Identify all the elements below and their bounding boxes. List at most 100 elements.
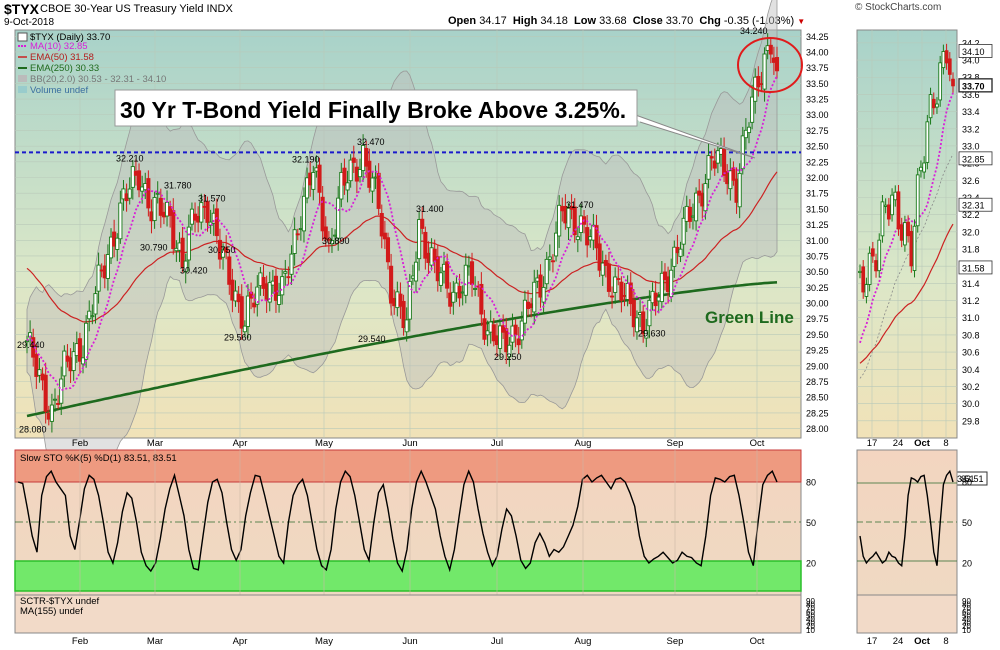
y-tick-label: 34.25: [806, 32, 829, 42]
zoom-sto-bg: [856, 449, 958, 596]
candle-body: [553, 232, 559, 257]
candle-body: [746, 126, 752, 134]
zoom-candle-body: [922, 162, 926, 173]
candle-body: [34, 353, 39, 377]
candle-body: [417, 219, 422, 260]
zoom-y-tick: 34.2: [962, 38, 980, 48]
price-callout-labels: 29.440 28.080 32.210 30.790 31.780 30.420 31.5…: [17, 26, 768, 435]
candle-body: [469, 261, 475, 285]
x-tick-label: Aug: [575, 636, 592, 647]
zoom-sctr-tick: 10: [962, 626, 971, 635]
legend-main: $TYX (Daily) 33.70: [30, 32, 110, 43]
sctr-panel-bg: [14, 594, 802, 634]
zoom-candle-body: [858, 270, 862, 274]
sctr-title: SCTR-$TYX undef: [20, 596, 100, 607]
candle-body: [345, 182, 350, 191]
zoom-ema50: [859, 223, 954, 364]
candle-body: [401, 300, 406, 329]
y-tick-label: 31.00: [806, 236, 829, 246]
candle-body: [292, 229, 297, 254]
x-tick-label: Sep: [667, 438, 684, 449]
candle-body: [214, 208, 219, 237]
zoom-axis: 29.830.030.230.430.630.831.031.231.431.6…: [958, 38, 993, 426]
zoom-x-label: 8: [943, 438, 948, 449]
zoom-candle-body: [883, 204, 888, 207]
candle-body: [199, 202, 204, 223]
candle-body: [572, 206, 577, 236]
zoom-sctr-tick: 80: [962, 601, 971, 610]
x-tick-label: Sep: [667, 636, 684, 647]
price-label: 32.470: [357, 137, 385, 147]
candle-body: [301, 195, 307, 232]
candle-body: [709, 156, 714, 159]
x-tick-label: May: [315, 438, 333, 449]
zoom-candle-body: [938, 62, 943, 101]
candle-body: [404, 319, 409, 333]
candle-body: [84, 322, 89, 360]
candle-body: [706, 155, 711, 180]
candle-body: [205, 201, 210, 223]
zoom-sctr-tick: 30: [962, 619, 971, 628]
zoom-candle-body: [915, 174, 920, 227]
candle-body: [731, 167, 736, 181]
candle-body: [519, 320, 524, 341]
zoom-sctr-tick: 20: [962, 622, 971, 631]
zoom-y-tick: 33.8: [962, 73, 980, 83]
sto-axis: 80 50 20: [806, 478, 816, 569]
y-tick-label: 30.75: [806, 251, 829, 261]
y-tick-label: 33.00: [806, 110, 829, 120]
candle-body: [550, 260, 555, 263]
candle-body: [504, 328, 509, 353]
candle-body: [740, 135, 745, 170]
zoom-candle-body: [909, 231, 914, 267]
low-label: Low: [574, 15, 597, 27]
ema50-line: [26, 171, 778, 323]
candle-body: [594, 225, 599, 249]
candle-body: [24, 340, 30, 343]
sctr-panel: SCTR-$TYX undef MA(155) undef 9080706050…: [14, 594, 815, 635]
sctr-tick-label: 60: [806, 608, 815, 617]
candle-body: [339, 171, 344, 200]
zoom-candle-body: [887, 204, 891, 220]
candle-body: [158, 197, 163, 216]
y-tick-label: 30.00: [806, 299, 829, 309]
candle-body: [261, 276, 266, 289]
candle-body: [336, 197, 341, 239]
zoom-y-tick: 33.2: [962, 124, 980, 134]
candle-body: [603, 260, 608, 266]
zoom-ma10: [859, 92, 954, 344]
candle-body: [659, 272, 664, 303]
candle-body: [37, 369, 42, 376]
sctr-tick-label: 20: [806, 622, 815, 631]
zoom-y-tick: 33.0: [962, 141, 980, 151]
candle-body: [348, 159, 353, 182]
price-panel: 29.440 28.080 32.210 30.790 31.780 30.420 31.5…: [14, 0, 829, 475]
zoom-y-tick: 29.8: [962, 416, 980, 426]
candle-body: [600, 262, 605, 276]
candle-body: [606, 263, 612, 292]
y-tick-label: 31.25: [806, 220, 829, 230]
price-label: 32.210: [116, 153, 144, 163]
brand-label: © StockCharts.com: [855, 2, 942, 13]
candle-body: [136, 170, 142, 191]
zoom-value-tag-bg: [958, 151, 993, 166]
zoom-x-axis: 17 17 24 24 Oct Oct 8 8: [867, 438, 949, 647]
candle-body: [407, 280, 412, 320]
candle-body: [43, 374, 48, 412]
candle-body: [230, 279, 235, 301]
zoom-candle-body: [870, 248, 875, 257]
zoom-value-tag: 33.70: [962, 81, 985, 91]
candle-body: [183, 260, 188, 273]
zoom-bollinger: [859, 153, 954, 379]
candle-body: [482, 318, 487, 340]
x-tick-label: Feb: [72, 438, 88, 449]
sto-tick-label: 50: [806, 518, 816, 528]
zoom-candles: [858, 43, 955, 304]
x-tick-label: Aug: [575, 438, 592, 449]
callout-pointer: [629, 112, 756, 159]
y-tick-label: 28.00: [806, 424, 829, 434]
candle-body: [398, 293, 403, 307]
x-tick-label: Mar: [147, 636, 163, 647]
candle-body: [389, 265, 394, 304]
price-label: 34.240: [740, 26, 768, 36]
